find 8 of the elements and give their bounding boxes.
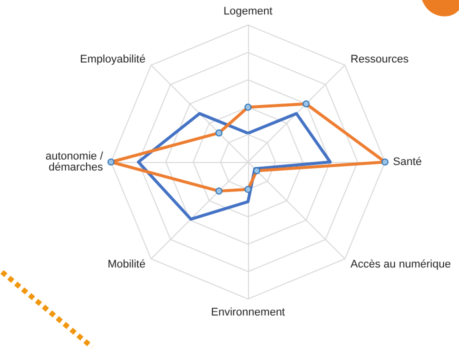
spoke-label: Ressources <box>350 53 410 66</box>
spoke-label: autonomie / démarches <box>46 150 104 174</box>
spoke-label: Accès au numérique <box>350 258 451 271</box>
spoke-label: Santé <box>393 156 422 168</box>
spoke-label: Mobilité <box>108 258 146 271</box>
spoke-label: Logement <box>224 6 272 18</box>
spoke-label: Employabilité <box>80 53 146 66</box>
spoke-label: Environnement <box>211 306 285 318</box>
